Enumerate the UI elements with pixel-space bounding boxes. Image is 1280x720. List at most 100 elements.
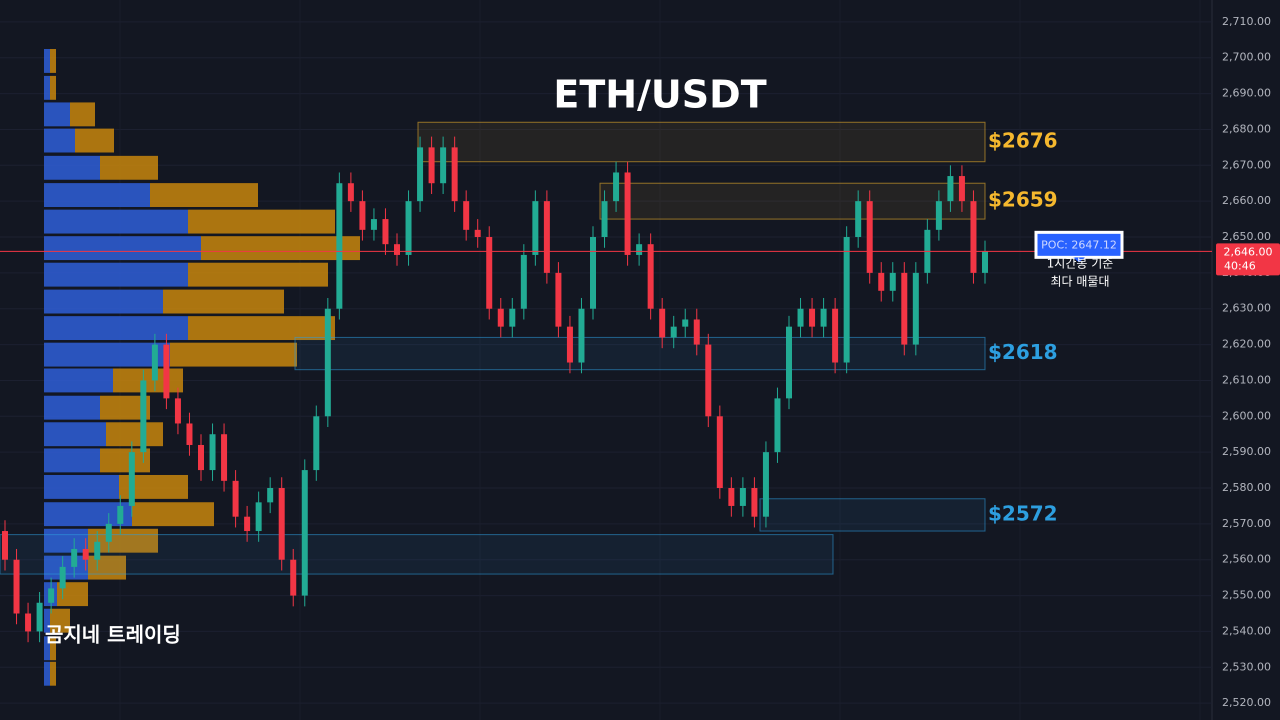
buy-volume xyxy=(44,209,188,234)
sell-volume xyxy=(188,262,328,287)
candle-body xyxy=(255,502,262,532)
candle-body xyxy=(405,201,412,255)
candle-body xyxy=(301,470,308,596)
candle-body xyxy=(912,272,919,345)
candle-body xyxy=(716,416,723,489)
sell-volume xyxy=(163,289,284,314)
candle-body xyxy=(267,488,274,503)
chart-title: ETH/USDT xyxy=(553,73,766,117)
candle-body xyxy=(935,201,942,230)
sell-volume xyxy=(50,608,70,633)
candle-body xyxy=(13,559,20,614)
buy-volume xyxy=(44,155,100,180)
y-tick-label: 2,630.00 xyxy=(1222,302,1271,315)
y-tick-label: 2,590.00 xyxy=(1222,445,1271,458)
y-tick-label: 2,710.00 xyxy=(1222,15,1271,28)
sell-volume xyxy=(188,209,335,234)
candle-body xyxy=(440,147,447,184)
candle-body xyxy=(613,172,620,202)
candle-body xyxy=(590,237,596,309)
buy-volume xyxy=(44,183,150,208)
candle-body xyxy=(221,434,228,481)
candle-body xyxy=(578,308,585,363)
buy-volume xyxy=(44,342,170,367)
candle-body xyxy=(140,380,147,453)
candle-body xyxy=(866,201,873,273)
candle-body xyxy=(797,308,804,327)
candle-body xyxy=(728,488,735,506)
buy-volume xyxy=(44,608,50,633)
buy-volume xyxy=(44,636,50,661)
candle-body xyxy=(82,548,89,560)
buy-volume xyxy=(44,448,100,473)
candle-body xyxy=(244,516,251,532)
y-tick-label: 2,620.00 xyxy=(1222,338,1271,351)
candle-body xyxy=(232,480,239,517)
candle-body xyxy=(624,172,631,255)
candle-body xyxy=(290,559,297,596)
candle-body xyxy=(128,452,135,506)
candle-body xyxy=(682,319,689,327)
zones: $2676 $2659 $2618 $2572 xyxy=(0,121,1058,575)
candle-body xyxy=(659,308,666,338)
price-tag-label: 2,646.00 xyxy=(1224,245,1273,258)
candle-body xyxy=(324,308,331,417)
countdown: 40:46 xyxy=(1224,259,1256,272)
candle-body xyxy=(451,147,458,202)
candle-body xyxy=(889,272,896,291)
buy-volume xyxy=(44,368,113,393)
candle-body xyxy=(636,244,643,255)
candle-body xyxy=(359,201,366,230)
watermark: 곰지네 트레이딩 xyxy=(45,623,181,647)
candle-body xyxy=(370,219,377,230)
y-tick-label: 2,530.00 xyxy=(1222,660,1271,673)
candle-body xyxy=(647,244,654,309)
y-tick-label: 2,650.00 xyxy=(1222,230,1271,243)
zone xyxy=(599,182,986,220)
candle-body xyxy=(71,548,78,567)
y-tick-label: 2,610.00 xyxy=(1222,373,1271,386)
sell-volume xyxy=(119,474,188,499)
buy-volume xyxy=(44,474,119,499)
candle-body xyxy=(105,523,112,542)
candle-body xyxy=(566,326,573,363)
sell-volume xyxy=(50,49,56,73)
candle-body xyxy=(832,308,839,363)
poc-box xyxy=(1034,230,1124,259)
buy-volume xyxy=(44,316,188,341)
poc-note: 1시간봉 기준 xyxy=(1047,257,1114,271)
candle-body xyxy=(151,344,158,381)
candle-body xyxy=(428,147,435,184)
zone-label: $2572 xyxy=(988,501,1058,525)
y-tick-label: 2,580.00 xyxy=(1222,481,1271,494)
buy-volume xyxy=(44,395,100,420)
sell-volume xyxy=(150,183,258,208)
sell-volume xyxy=(188,316,335,341)
buy-volume xyxy=(44,236,201,261)
poc-pointer xyxy=(1073,257,1085,263)
candle-body xyxy=(820,308,827,327)
candle-body xyxy=(198,444,204,471)
sell-volume xyxy=(100,448,150,473)
candle-body xyxy=(786,326,792,399)
y-tick-label: 2,690.00 xyxy=(1222,87,1271,100)
candle-body xyxy=(670,326,677,338)
candle-body xyxy=(982,251,988,273)
candle-body xyxy=(59,566,66,589)
y-tick-label: 2,670.00 xyxy=(1222,158,1271,171)
y-tick-label: 2,600.00 xyxy=(1222,409,1271,422)
y-tick-label: 2,700.00 xyxy=(1222,51,1271,64)
candle-body xyxy=(474,229,481,238)
zone-label: $2676 xyxy=(988,128,1058,152)
candle-body xyxy=(878,272,885,291)
sell-volume xyxy=(50,661,56,686)
candle-body xyxy=(751,488,758,517)
candle-body xyxy=(739,488,746,506)
candle-body xyxy=(186,423,193,445)
candle-body xyxy=(543,201,550,273)
candle-body xyxy=(174,398,181,424)
buy-volume xyxy=(44,102,70,127)
zone xyxy=(294,336,986,371)
